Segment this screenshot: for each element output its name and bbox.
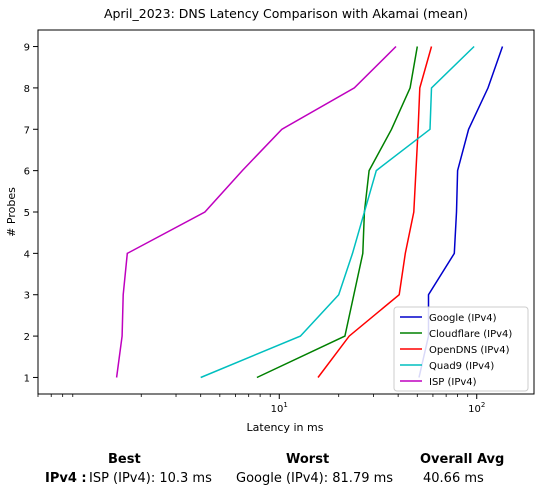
- overall-avg-header: Overall Avg: [420, 452, 505, 467]
- worst-header: Worst: [286, 452, 330, 467]
- y-tick-label: 1: [24, 373, 30, 384]
- plot-frame: [37, 29, 535, 395]
- y-tick-label: 9: [24, 43, 30, 54]
- series-lines: [115, 45, 504, 379]
- y-axis-label: # Probes: [5, 187, 18, 237]
- row-label-ipv4: IPv4 :: [45, 471, 87, 486]
- x-tick-label: 101: [271, 401, 288, 415]
- series-line-2: [317, 46, 433, 378]
- y-tick-label: 3: [24, 291, 30, 302]
- legend: Google (IPv4) Cloudflare (IPv4) OpenDNS (I…: [393, 306, 529, 392]
- legend-label: ISP (IPv4): [429, 377, 477, 388]
- overall-avg-value: 40.66 ms: [423, 471, 484, 486]
- series-line-4: [115, 45, 397, 378]
- legend-label: OpenDNS (IPv4): [429, 345, 510, 356]
- y-tick-label: 8: [24, 84, 30, 95]
- y-tick-label: 7: [24, 125, 30, 136]
- best-header: Best: [108, 452, 141, 467]
- chart-title: April_2023: DNS Latency Comparison with …: [104, 6, 468, 21]
- summary-table: Best Worst Overall Avg IPv4 : ISP (IPv4)…: [0, 448, 541, 496]
- series-line-1: [256, 46, 419, 379]
- legend-label: Google (IPv4): [429, 313, 497, 324]
- best-value: ISP (IPv4): 10.3 ms: [89, 471, 212, 486]
- legend-box: [393, 306, 529, 392]
- legend-label: Cloudflare (IPv4): [429, 329, 512, 340]
- x-tick-label: 102: [468, 401, 485, 415]
- y-tick-label: 2: [24, 332, 30, 343]
- y-tick-label: 5: [24, 208, 30, 219]
- y-tick-label: 6: [24, 167, 30, 178]
- worst-value: Google (IPv4): 81.79 ms: [236, 471, 394, 486]
- legend-label: Quad9 (IPv4): [429, 361, 494, 372]
- latency-chart: April_2023: DNS Latency Comparison with …: [5, 6, 535, 434]
- x-axis-label: Latency in ms: [247, 421, 324, 434]
- y-tick-label: 4: [24, 249, 30, 260]
- series-line-3: [200, 45, 475, 379]
